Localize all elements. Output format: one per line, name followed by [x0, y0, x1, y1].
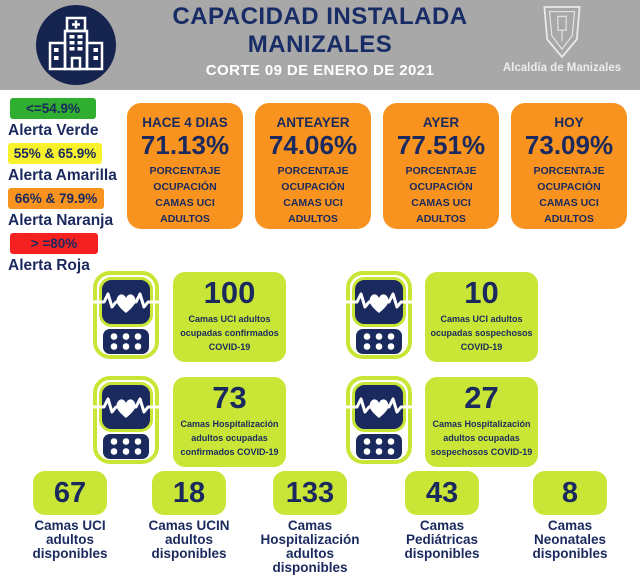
page-title-city: MANIZALES: [247, 31, 393, 58]
alert-level-label: Alerta Verde: [8, 122, 99, 139]
bed-count: 18: [172, 477, 206, 509]
hospital-icon: [36, 5, 116, 85]
available-count-hospitalizacion: 133: [273, 471, 347, 515]
alert-item-naranja: 66% & 79.9% Alerta Naranja: [8, 188, 122, 233]
alert-level-label: Alerta Amarilla: [8, 167, 117, 184]
card-description: PORCENTAJE OCUPACIÓN CAMAS UCI ADULTOS: [149, 165, 221, 225]
card-period: HACE 4 DIAS: [142, 115, 228, 130]
bed-count: 10: [464, 275, 499, 310]
bed-count: 43: [425, 477, 459, 509]
available-label-hospitalizacion: Camas Hospitalización adultos disponible…: [260, 518, 360, 575]
heart-monitor-icon: [93, 271, 159, 359]
bed-count: 27: [464, 380, 499, 415]
available-label-uci: Camas UCI adultos disponibles: [32, 518, 108, 561]
heart-monitor-icon: [346, 376, 412, 464]
card-period: ANTEAYER: [276, 115, 350, 130]
bed-count: 133: [285, 477, 335, 509]
heart-monitor-icon: [93, 376, 159, 464]
card-description: PORCENTAJE OCUPACIÓN CAMAS UCI ADULTOS: [405, 165, 477, 225]
bed-label: Camas UCI adultos ocupadas confirmados C…: [180, 314, 279, 352]
bed-count: 73: [212, 380, 247, 415]
bed-count: 67: [53, 477, 87, 509]
crest-label: Alcaldía de Manizales: [502, 62, 622, 74]
crest-shield-icon: [543, 6, 581, 59]
heart-monitor-icon: [346, 271, 412, 359]
occupied-card-hosp-confirmados: 73 Camas Hospitalización adultos ocupada…: [173, 377, 286, 467]
alert-range-badge: 66% & 79.9%: [8, 188, 104, 209]
occupied-card-uci-sospechosos: 10 Camas UCI adultos ocupadas sospechoso…: [425, 272, 538, 362]
available-count-neonatales: 8: [533, 471, 607, 515]
occupied-card-hosp-sospechosos: 27 Camas Hospitalización adultos ocupada…: [425, 377, 538, 467]
alert-legend: <=54.9% Alerta Verde 55% & 65.9% Alerta …: [8, 98, 122, 278]
alert-range-badge: <=54.9%: [10, 98, 96, 119]
alert-item-verde: <=54.9% Alerta Verde: [8, 98, 122, 143]
uci-occupancy-cards: HACE 4 DIAS 71.13% PORCENTAJE OCUPACIÓN …: [127, 103, 627, 229]
city-crest: Alcaldía de Manizales: [498, 3, 626, 74]
card-description: PORCENTAJE OCUPACIÓN CAMAS UCI ADULTOS: [533, 165, 605, 225]
occupancy-card-anteayer: ANTEAYER 74.06% PORCENTAJE OCUPACIÓN CAM…: [255, 103, 371, 229]
card-percentage: 77.51%: [396, 130, 486, 160]
alert-item-roja: > =80% Alerta Roja: [8, 233, 122, 278]
card-percentage: 74.06%: [268, 130, 358, 160]
page-title: CAPACIDAD INSTALADA: [172, 3, 468, 30]
card-percentage: 71.13%: [140, 130, 230, 160]
card-percentage: 73.09%: [524, 130, 614, 160]
occupied-card-uci-confirmados: 100 Camas UCI adultos ocupadas confirmad…: [173, 272, 286, 362]
alert-level-label: Alerta Naranja: [8, 212, 114, 229]
card-period: HOY: [554, 115, 584, 130]
available-label-pediatricas: Camas Pediátricas disponibles: [404, 518, 480, 561]
bed-label: Camas Hospitalización adultos ocupadas s…: [430, 419, 533, 457]
alert-range-badge: > =80%: [10, 233, 98, 254]
available-count-uci: 67: [33, 471, 107, 515]
available-label-neonatales: Camas Neonatales disponibles: [532, 518, 608, 561]
bed-label: Camas UCI adultos ocupadas sospechosos C…: [430, 314, 533, 352]
occupancy-card-hace4dias: HACE 4 DIAS 71.13% PORCENTAJE OCUPACIÓN …: [127, 103, 243, 229]
available-count-pediatricas: 43: [405, 471, 479, 515]
available-count-ucin: 18: [152, 471, 226, 515]
alert-level-label: Alerta Roja: [8, 257, 90, 274]
bed-count: 100: [203, 275, 256, 310]
report-date: CORTE 09 DE ENERO DE 2021: [205, 62, 435, 79]
alert-item-amarilla: 55% & 65.9% Alerta Amarilla: [8, 143, 122, 188]
available-label-ucin: Camas UCIN adultos disponibles: [148, 518, 230, 561]
header: CAPACIDAD INSTALADA MANIZALES CORTE 09 D…: [0, 0, 640, 90]
occupancy-card-ayer: AYER 77.51% PORCENTAJE OCUPACIÓN CAMAS U…: [383, 103, 499, 229]
occupancy-card-hoy: HOY 73.09% PORCENTAJE OCUPACIÓN CAMAS UC…: [511, 103, 627, 229]
card-period: AYER: [422, 115, 460, 130]
header-titles: CAPACIDAD INSTALADA MANIZALES CORTE 09 D…: [135, 3, 505, 82]
alert-range-badge: 55% & 65.9%: [8, 143, 102, 164]
bed-label: Camas Hospitalización adultos ocupadas c…: [180, 419, 279, 457]
bed-count: 8: [561, 477, 579, 509]
card-description: PORCENTAJE OCUPACIÓN CAMAS UCI ADULTOS: [277, 165, 349, 225]
